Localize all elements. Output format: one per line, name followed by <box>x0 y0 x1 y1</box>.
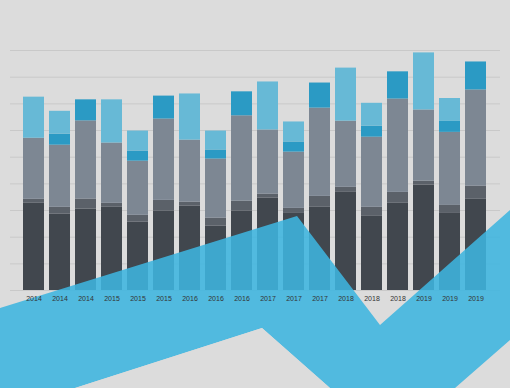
svg-text:2019: 2019 <box>468 295 484 302</box>
svg-text:2017: 2017 <box>312 295 328 302</box>
svg-text:2015: 2015 <box>130 295 146 302</box>
svg-text:2018: 2018 <box>338 295 354 302</box>
svg-text:2015: 2015 <box>156 295 172 302</box>
svg-text:2017: 2017 <box>286 295 302 302</box>
svg-text:2018: 2018 <box>390 295 406 302</box>
svg-text:2018: 2018 <box>364 295 380 302</box>
svg-text:2017: 2017 <box>260 295 276 302</box>
svg-text:2016: 2016 <box>208 295 224 302</box>
svg-text:2014: 2014 <box>78 295 94 302</box>
svg-text:2019: 2019 <box>416 295 432 302</box>
svg-text:2015: 2015 <box>104 295 120 302</box>
svg-text:2016: 2016 <box>182 295 198 302</box>
svg-text:2014: 2014 <box>26 295 42 302</box>
svg-text:2019: 2019 <box>442 295 458 302</box>
svg-text:2016: 2016 <box>234 295 250 302</box>
svg-text:2014: 2014 <box>52 295 68 302</box>
